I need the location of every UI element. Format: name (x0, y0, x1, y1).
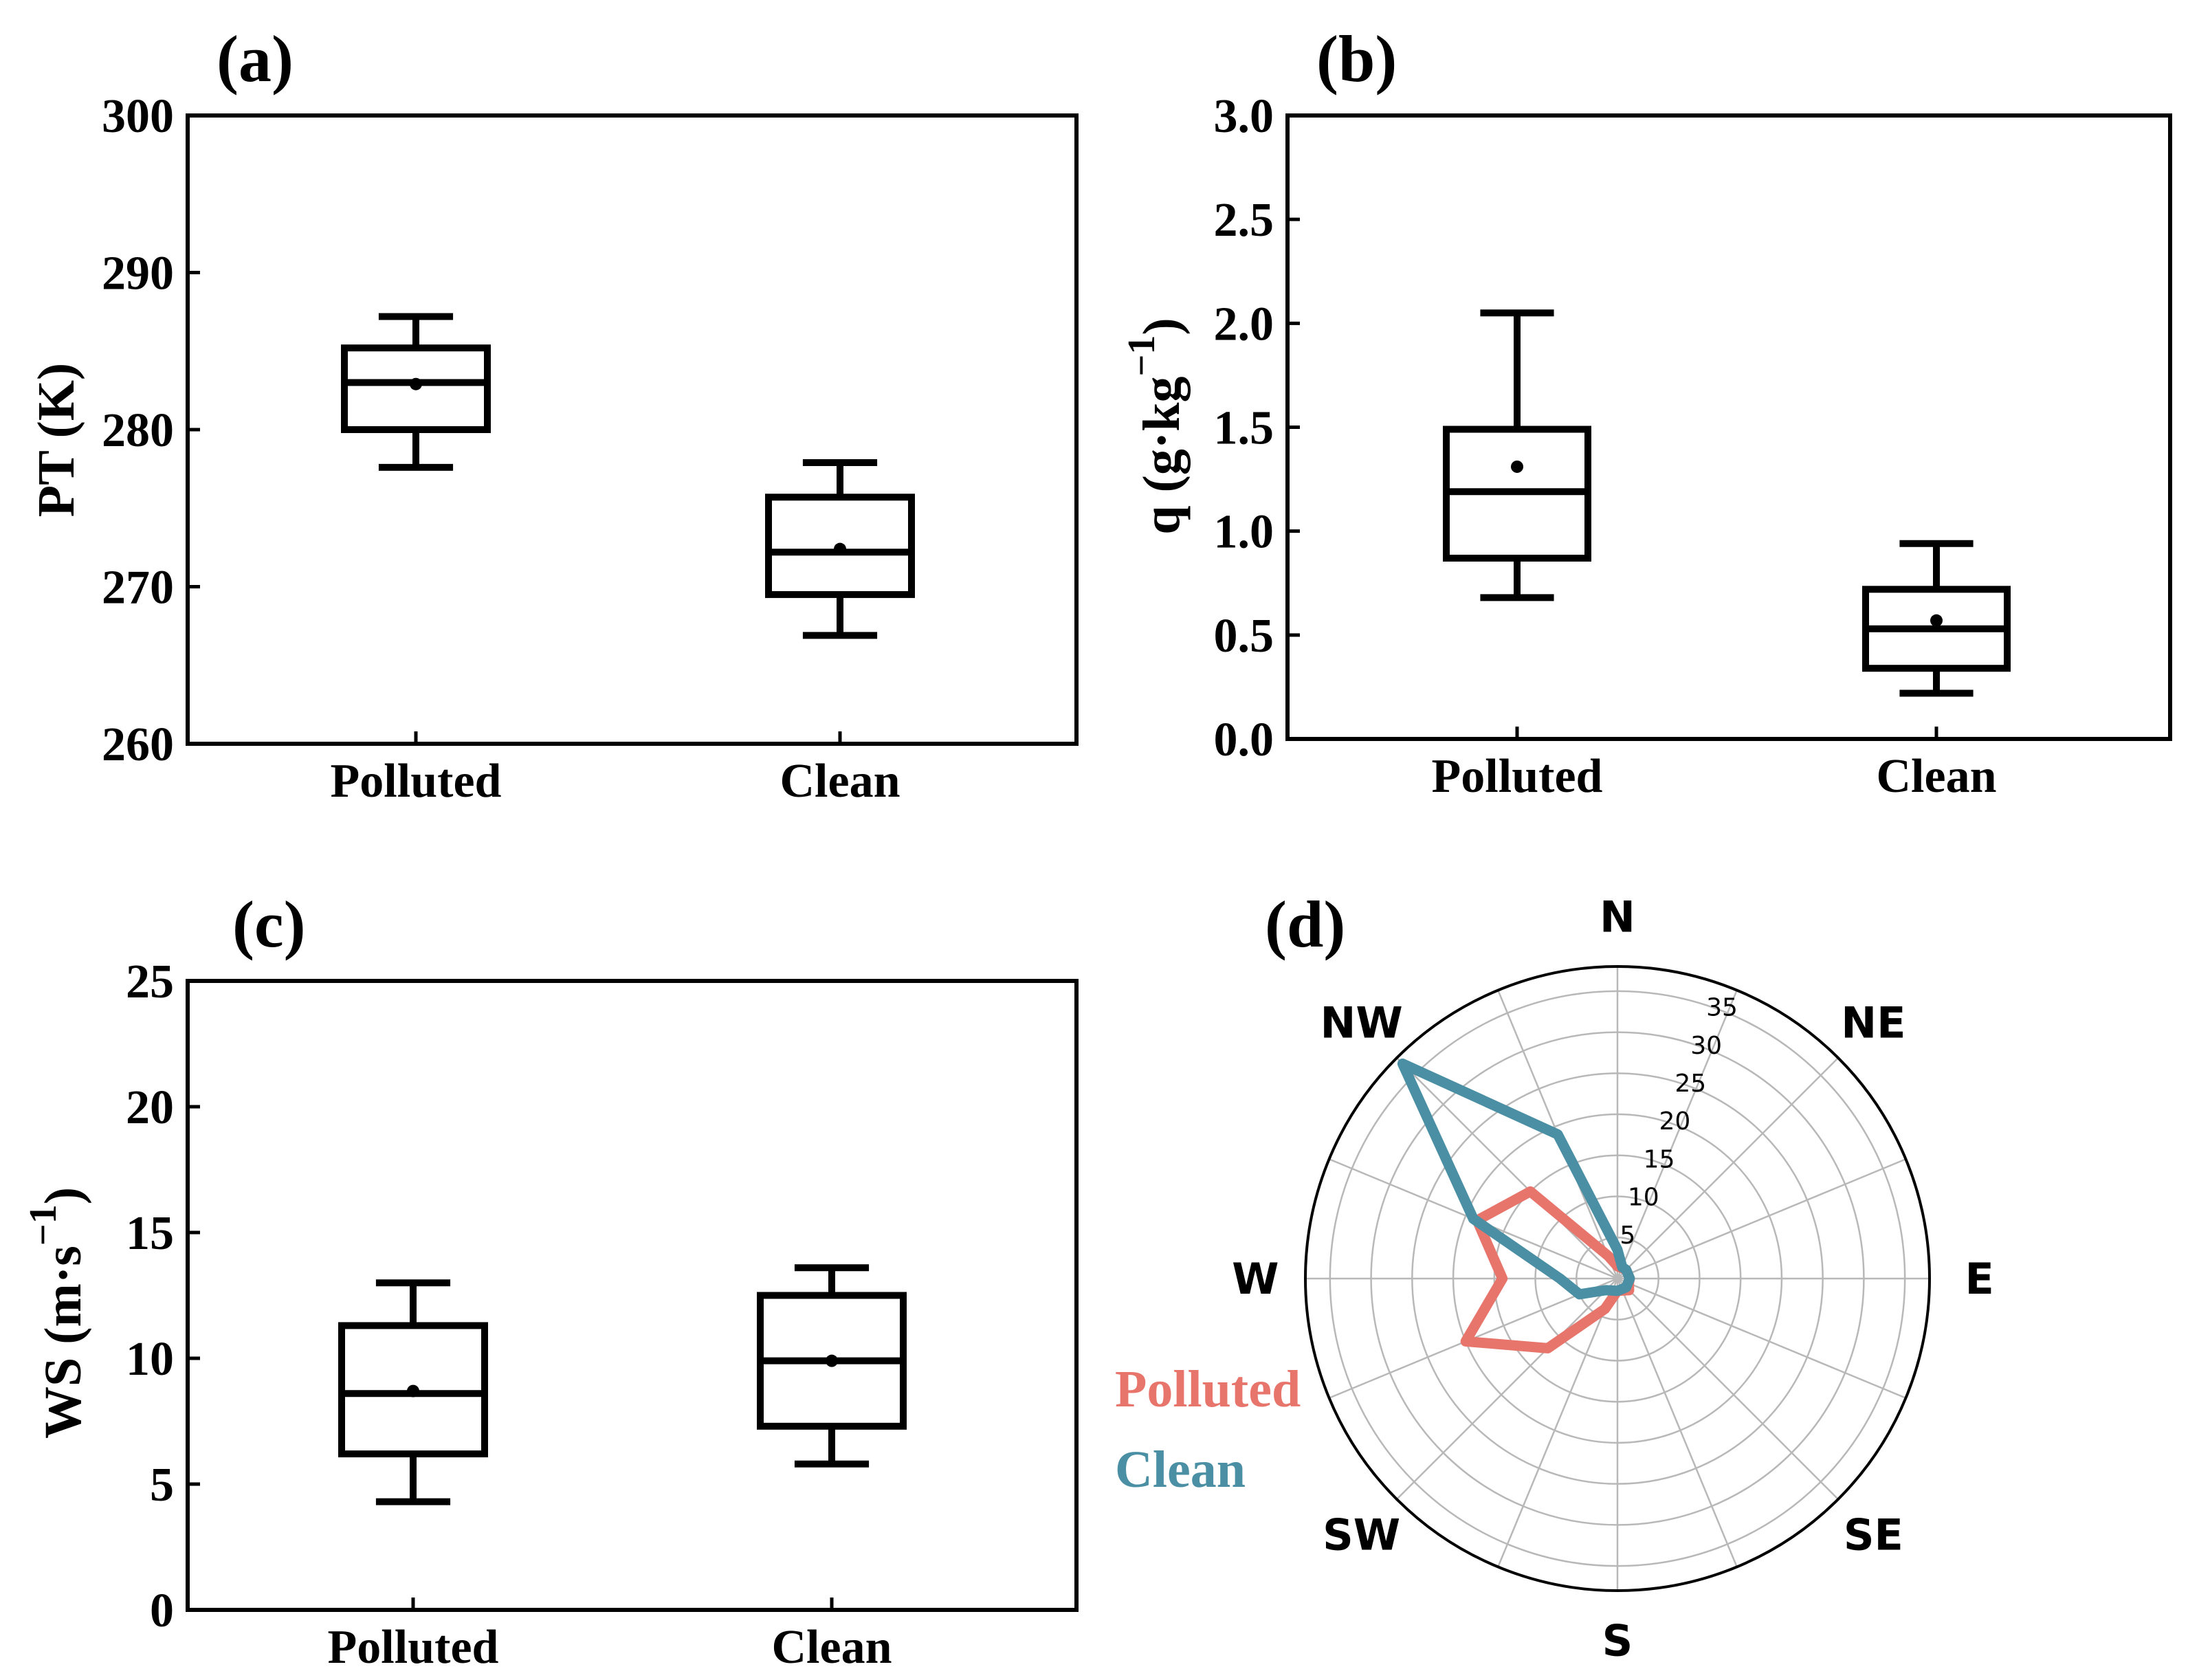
polar-spoke-9 (1497, 1278, 1619, 1567)
polar-ring-0 (1576, 1237, 1659, 1320)
ytick-label-c-4: 20 (126, 1081, 174, 1134)
ytick-label-a-3: 290 (102, 247, 174, 300)
axes-frame-c (186, 979, 1079, 1612)
ring-label-0: 5 (1620, 1222, 1635, 1250)
direction-label-sw: SW (1323, 1510, 1400, 1560)
polar-ring-6 (1329, 990, 1906, 1567)
ylabel-c-close: ) (34, 1187, 92, 1204)
polar-series-clean (1397, 1058, 1635, 1300)
plot-b: 0.0 0.5 1.0 1.5 2.0 2.5 3.0 Polluted Clean (1214, 90, 2172, 803)
polar-spoke-1 (1616, 990, 1738, 1279)
ylabel-b-close: ) (1133, 318, 1191, 335)
polar-spoke-2 (1617, 1057, 1839, 1279)
ylabel-a: PT (K) (27, 363, 85, 517)
polar-ring-3 (1452, 1113, 1783, 1444)
box-a-0 (341, 344, 491, 433)
polar-ring-2 (1493, 1154, 1742, 1403)
ring-label-1: 10 (1628, 1184, 1659, 1212)
mean-dot-c-0 (407, 1384, 419, 1397)
ring-label-4: 25 (1675, 1070, 1706, 1098)
ytick-label-a-4: 300 (102, 90, 174, 143)
panel-label-d: (d) (1265, 887, 1345, 961)
plot-d: 5 10 15 20 25 30 35 N NE E SE S SW W NW (1232, 892, 1994, 1666)
panel-label-a: (a) (217, 22, 294, 96)
ring-label-2: 15 (1644, 1145, 1675, 1173)
ylabel-b-sup: −1 (1120, 335, 1163, 377)
ytick-label-b-0: 0.0 (1214, 714, 1274, 766)
polar-ring-5 (1370, 1031, 1865, 1526)
panel-a-boxplot: (a) PT (K) 260 270 280 290 300 Polluted Clean (27, 22, 1079, 808)
polar-spoke-14 (1396, 1057, 1618, 1279)
direction-label-se: SE (1844, 1510, 1903, 1560)
mean-dot-a-0 (410, 377, 422, 390)
box-a-1 (765, 494, 915, 598)
polar-spoke-6 (1617, 1278, 1839, 1500)
xtick-label-b-1: Clean (1877, 750, 1997, 803)
mean-dot-b-1 (1930, 614, 1943, 627)
polar-outer-ring (1304, 965, 1931, 1592)
panel-c-boxplot: (c) WS (m·s−1) 0 5 10 15 20 25 Polluted Clean (22, 887, 1079, 1674)
panel-label-c: (c) (232, 887, 306, 961)
xtick-label-c-0: Polluted (328, 1621, 499, 1674)
box-c-0 (338, 1322, 488, 1458)
polar-ring-1 (1534, 1195, 1701, 1362)
ytick-label-b-3: 1.5 (1214, 402, 1274, 455)
ring-label-3: 20 (1659, 1107, 1691, 1136)
ylabel-c: WS (m·s−1) (22, 1187, 92, 1439)
ytick-label-c-1: 5 (150, 1459, 174, 1512)
direction-label-s: S (1602, 1616, 1633, 1666)
polar-ring-4 (1411, 1072, 1824, 1485)
legend-clean: Clean (1115, 1441, 1246, 1499)
panel-d-polar: (d) 5 10 15 20 25 30 35 N NE E SE S SW W NW Polluted C… (1115, 887, 1994, 1666)
ylabel-c-main: WS (m·s (34, 1246, 92, 1439)
ytick-label-b-5: 2.5 (1214, 194, 1274, 247)
ylabel-c-sup: −1 (22, 1204, 65, 1246)
legend-polluted: Polluted (1115, 1360, 1301, 1418)
ytick-label-b-1: 0.5 (1214, 610, 1274, 663)
ytick-label-b-2: 1.0 (1214, 506, 1274, 559)
axes-frame-a (186, 113, 1079, 746)
mean-dot-b-0 (1511, 460, 1523, 473)
ring-label-5: 30 (1690, 1032, 1722, 1060)
ytick-label-c-3: 15 (126, 1207, 174, 1260)
ytick-label-c-2: 10 (126, 1333, 174, 1386)
xtick-label-b-0: Polluted (1432, 750, 1603, 803)
direction-label-n: N (1600, 892, 1635, 942)
plot-a: 260 270 280 290 300 Polluted Clean (102, 90, 1079, 808)
axes-frame-b (1285, 113, 2172, 741)
ytick-label-a-1: 270 (102, 562, 174, 615)
polar-spoke-7 (1616, 1278, 1738, 1567)
panel-b-boxplot: (b) q (g·kg−1) 0.0 0.5 1.0 1.5 2.0 2.5 3.0 Poll… (1120, 22, 2172, 803)
xtick-label-a-0: Polluted (331, 755, 502, 808)
panel-label-b: (b) (1316, 22, 1397, 96)
ytick-label-b-6: 3.0 (1214, 90, 1274, 143)
xtick-label-c-1: Clean (772, 1621, 892, 1674)
ytick-label-c-0: 0 (150, 1584, 174, 1637)
ylabel-b-main: q (g·kg (1133, 377, 1191, 535)
ytick-label-b-4: 2.0 (1214, 298, 1274, 351)
ring-label-6: 35 (1706, 994, 1738, 1022)
ylabel-b: q (g·kg−1) (1120, 318, 1191, 534)
polar-spoke-10 (1396, 1278, 1618, 1500)
ytick-label-c-5: 25 (126, 955, 174, 1008)
mean-dot-c-1 (826, 1354, 838, 1367)
direction-label-ne: NE (1841, 998, 1905, 1048)
xtick-label-a-1: Clean (780, 755, 900, 808)
direction-label-nw: NW (1320, 998, 1402, 1048)
ytick-label-a-0: 260 (102, 718, 174, 771)
plot-c: 0 5 10 15 20 25 Polluted Clean (126, 955, 1079, 1674)
direction-label-w: W (1232, 1254, 1279, 1304)
polar-spoke-3 (1617, 1158, 1906, 1280)
mean-dot-a-1 (834, 542, 846, 555)
polar-spoke-5 (1617, 1277, 1906, 1399)
ytick-label-a-2: 280 (102, 404, 174, 457)
direction-label-e: E (1965, 1254, 1993, 1304)
